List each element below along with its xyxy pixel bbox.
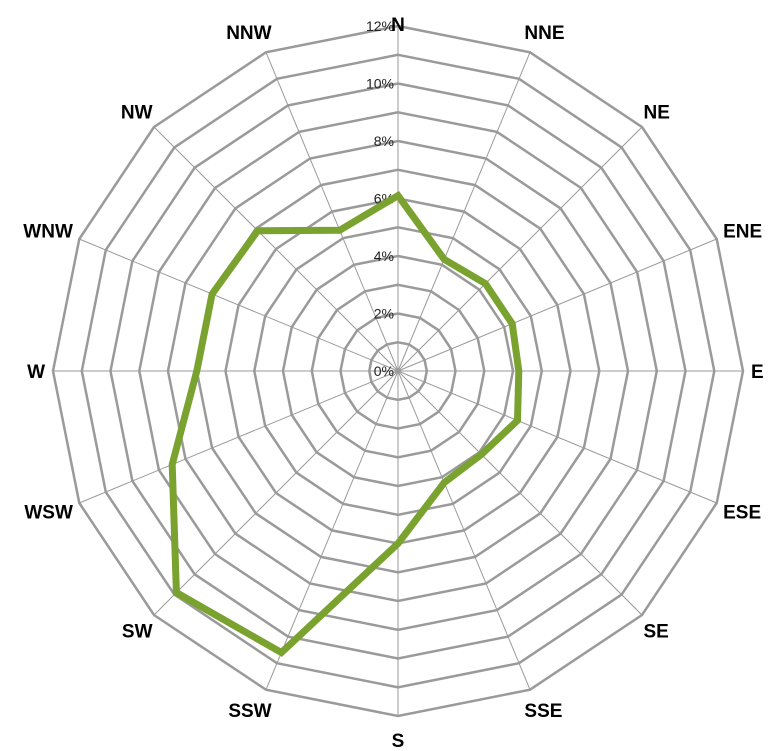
grid-spoke [397, 238, 717, 372]
direction-label-wnw: WNW [23, 222, 73, 243]
direction-label-ene: ENE [723, 222, 762, 243]
radial-tick-label: 2% [374, 306, 394, 322]
direction-label-sw: SW [122, 622, 153, 643]
series-layer [168, 190, 523, 657]
radial-tick-label: 10% [366, 76, 394, 92]
direction-label-wsw: WSW [24, 502, 73, 523]
direction-label-sse: SSE [524, 701, 562, 722]
direction-label-w: W [27, 362, 45, 383]
grid-spoke [79, 238, 399, 372]
direction-label-nw: NW [121, 103, 153, 124]
grid-spoke [79, 370, 399, 504]
direction-label-ssw: SSW [228, 701, 271, 722]
direction-label-se: SE [644, 622, 669, 643]
grid-spoke [397, 370, 643, 616]
grid-spoke [265, 370, 399, 690]
direction-label-ese: ESE [723, 502, 761, 523]
grid-spoke [397, 370, 717, 504]
radial-tick-label: 0% [374, 363, 394, 379]
radial-tick-label: 8% [374, 133, 394, 149]
grid-spoke [265, 52, 399, 372]
grid-spoke [397, 370, 531, 690]
direction-label-nnw: NNW [226, 23, 271, 44]
grid-spoke [153, 370, 399, 616]
direction-labels: N NNE NE ENE E ESE SE SSE S SSW SW WSW W WNW NW NNW [23, 15, 763, 751]
radial-tick-label: 12% [366, 18, 394, 34]
grid-spoke [397, 52, 531, 372]
radial-tick-label: 4% [374, 248, 394, 264]
radial-grid [51, 24, 745, 718]
direction-label-e: E [751, 362, 764, 383]
direction-label-ne: NE [644, 103, 670, 124]
grid-spoke [397, 126, 643, 372]
direction-label-s: S [392, 731, 405, 751]
grid-spoke [153, 126, 399, 372]
direction-label-n: N [391, 15, 405, 36]
direction-label-nne: NNE [524, 23, 564, 44]
